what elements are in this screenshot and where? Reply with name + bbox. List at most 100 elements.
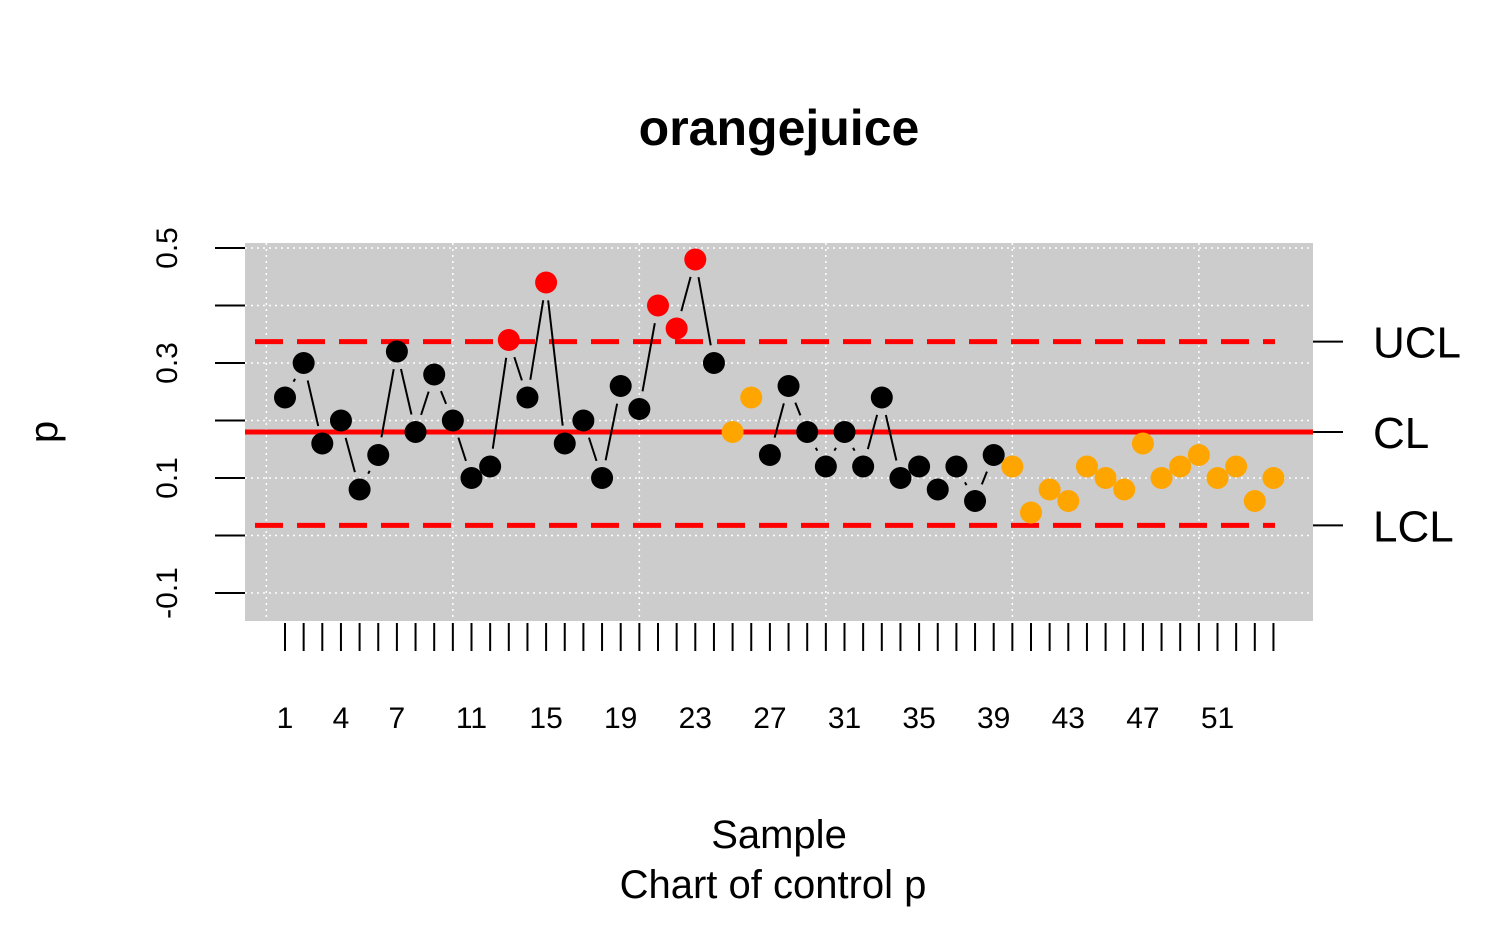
connector-segment xyxy=(814,447,819,452)
data-point xyxy=(441,409,464,432)
x-tick-label: 39 xyxy=(977,702,1010,735)
data-point xyxy=(572,409,595,432)
x-tick-label: 47 xyxy=(1126,702,1159,735)
data-point xyxy=(833,421,856,443)
data-point-new xyxy=(740,386,763,409)
data-point xyxy=(311,432,334,455)
data-point xyxy=(889,467,912,489)
chart-title: orangejuice xyxy=(639,100,920,156)
connector-segment xyxy=(440,390,448,405)
data-point xyxy=(348,478,371,501)
data-point-out-of-control xyxy=(535,271,558,294)
connector-segment xyxy=(604,403,619,461)
x-tick-label: 51 xyxy=(1201,702,1234,735)
data-point-new xyxy=(1150,467,1173,489)
data-point xyxy=(404,421,427,443)
data-point-new xyxy=(1075,455,1098,478)
data-point xyxy=(292,352,315,374)
series-connector xyxy=(292,276,988,486)
data-point-new xyxy=(1113,478,1136,501)
data-point xyxy=(908,455,931,478)
data-point-out-of-control xyxy=(665,317,688,340)
data-point-new xyxy=(1187,444,1210,466)
y-tick-label: 0.5 xyxy=(151,227,184,269)
data-point-out-of-control xyxy=(647,294,669,317)
connector-segment xyxy=(380,369,395,438)
x-tick-label: 15 xyxy=(529,702,562,735)
data-point-new xyxy=(1206,467,1229,489)
connector-segment xyxy=(399,368,413,415)
data-point xyxy=(796,421,819,443)
connector-segment xyxy=(964,481,968,486)
data-point xyxy=(870,386,893,409)
data-point-new xyxy=(1020,501,1042,524)
x-tick-label: 27 xyxy=(753,702,786,735)
data-point xyxy=(926,478,949,501)
data-point xyxy=(423,363,446,386)
connector-segment xyxy=(420,391,430,416)
data-point-new xyxy=(1169,455,1192,478)
data-point-new xyxy=(1131,432,1154,455)
chart-subtitle: Chart of control p xyxy=(620,863,927,907)
data-point xyxy=(814,455,837,478)
connector-segment xyxy=(773,403,785,438)
data-point-new xyxy=(1094,467,1117,489)
connector-segment xyxy=(588,437,598,462)
x-axis-label: Sample xyxy=(711,813,847,857)
cl-label: CL xyxy=(1373,409,1429,458)
y-tick-label: 0.1 xyxy=(151,457,184,499)
connector-segment xyxy=(513,356,523,381)
data-point xyxy=(274,386,296,409)
x-tick-label: 19 xyxy=(604,702,637,735)
data-point xyxy=(982,444,1005,466)
x-tick-label: 7 xyxy=(389,702,406,735)
data-point xyxy=(609,375,632,397)
data-point xyxy=(460,467,483,489)
data-point xyxy=(777,375,800,397)
x-tick-label: 35 xyxy=(902,702,935,735)
data-point xyxy=(702,352,725,374)
connector-segment xyxy=(852,447,856,452)
ucl-label: UCL xyxy=(1373,319,1461,368)
data-point xyxy=(385,340,408,363)
connector-segment xyxy=(529,300,545,380)
connector-segment xyxy=(547,300,564,426)
data-point xyxy=(591,467,614,489)
y-tick-label: 0.3 xyxy=(151,342,184,384)
x-tick-label: 4 xyxy=(333,702,350,735)
y-axis: -0.1 0.1 0.3 0.5 xyxy=(151,227,245,619)
connector-segment xyxy=(833,447,837,452)
data-point xyxy=(516,386,539,409)
connector-segment xyxy=(697,277,712,346)
x-tick-label: 1 xyxy=(277,702,294,735)
connector-segment xyxy=(457,437,467,462)
connector-segment xyxy=(794,402,802,416)
connector-segment xyxy=(344,437,356,473)
connector-segment xyxy=(980,471,988,485)
data-point-new xyxy=(1262,467,1285,489)
data-point xyxy=(367,444,390,466)
x-tick-label: 43 xyxy=(1052,702,1085,735)
data-point-new xyxy=(1001,455,1024,478)
data-point xyxy=(964,490,987,512)
data-point-new xyxy=(721,421,744,443)
connector-segment xyxy=(680,276,692,312)
connector-segment xyxy=(884,414,898,461)
plot-area: -0.10.10.30.51 4 7 11 15 19 23 27 31 35 39 43 47 51UC… xyxy=(151,227,1461,735)
data-point xyxy=(852,455,875,478)
x-tick-label: 23 xyxy=(679,702,712,735)
connector-segment xyxy=(491,357,508,449)
connector-segment xyxy=(306,380,320,427)
data-point xyxy=(553,432,576,455)
data-point-out-of-control xyxy=(497,329,520,351)
connector-segment xyxy=(866,414,879,450)
data-point xyxy=(329,409,352,432)
data-points xyxy=(274,248,1285,524)
x-tick-label: 31 xyxy=(828,702,861,735)
data-point xyxy=(479,455,502,478)
data-point xyxy=(628,398,651,420)
data-point-new xyxy=(1057,490,1080,512)
data-point xyxy=(758,444,781,466)
y-axis-label: p xyxy=(22,421,66,443)
